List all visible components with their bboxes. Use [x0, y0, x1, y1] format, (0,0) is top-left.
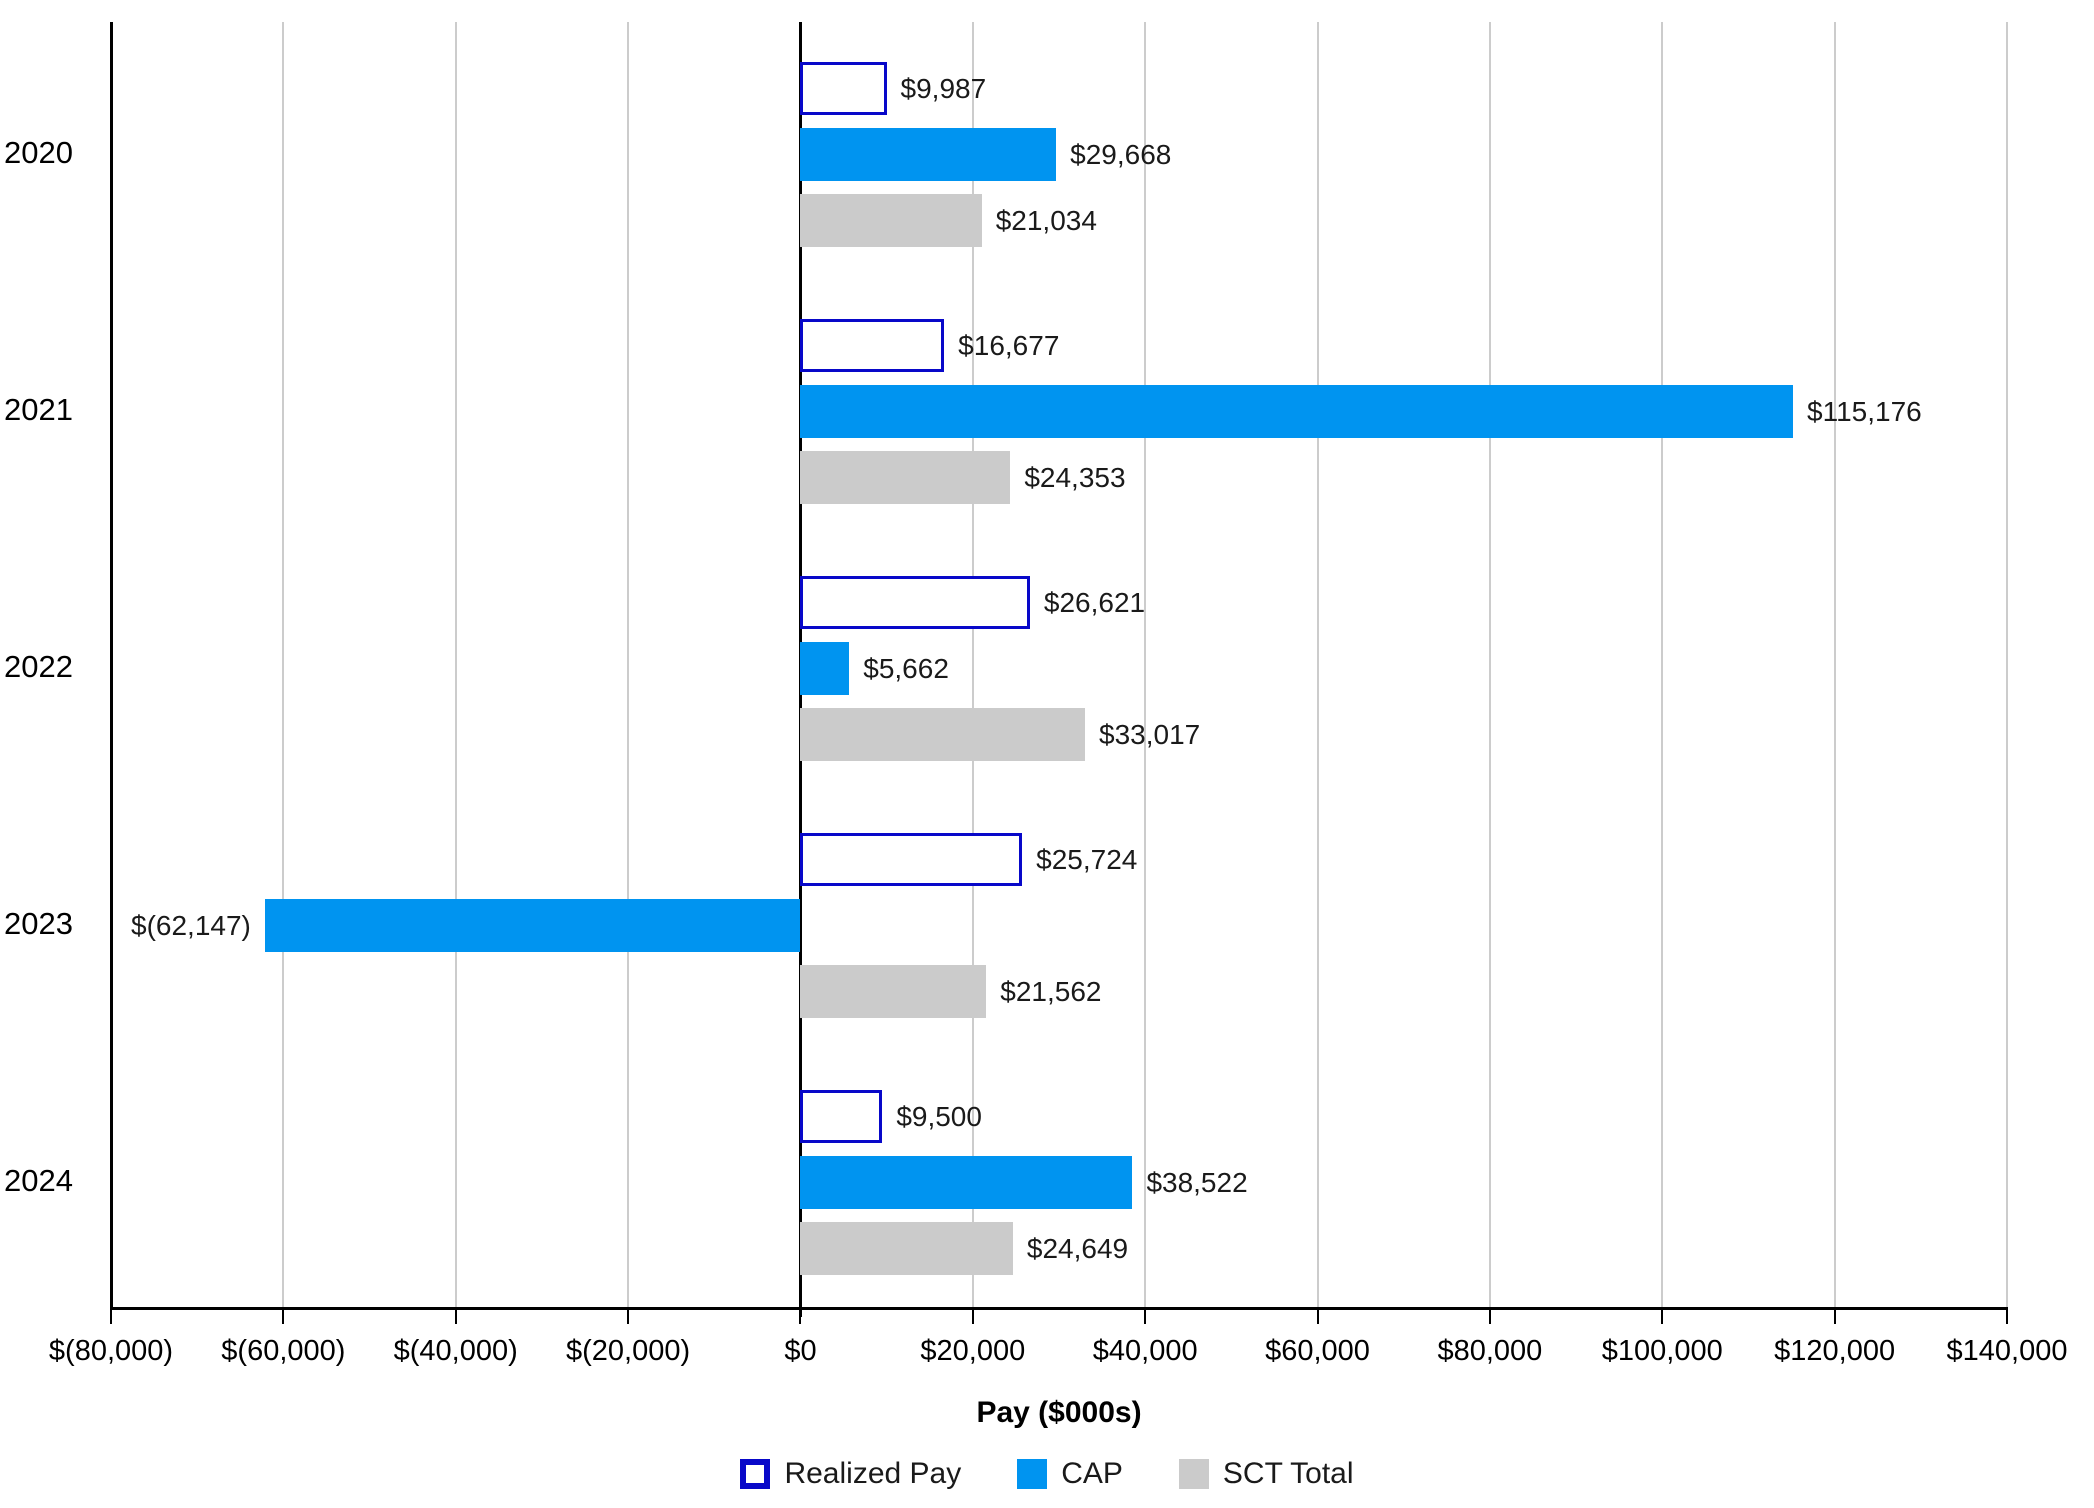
x-axis-tick: [282, 1310, 285, 1324]
x-axis-tick: [799, 1310, 802, 1324]
bar-realized-pay-2022: [800, 576, 1030, 629]
x-axis-line: [110, 1307, 2008, 1310]
y-axis-line: [110, 22, 113, 1307]
bar-value-label: $21,562: [1000, 976, 1102, 1007]
bar-cap-2024: [800, 1156, 1133, 1209]
x-axis-tick: [1144, 1310, 1147, 1324]
legend-label: SCT Total: [1222, 1457, 1354, 1490]
gridline: [1661, 22, 1664, 1307]
bar-value-label: $21,034: [995, 205, 1097, 236]
bar-sct-total-2020: [800, 194, 982, 247]
x-axis-tick: [627, 1310, 630, 1324]
bar-cap-2020: [800, 128, 1057, 181]
gridline: [1316, 22, 1319, 1307]
gridline: [2006, 22, 2008, 1307]
x-axis-tick: [1661, 1310, 1664, 1324]
x-tick-label: $0: [784, 1335, 817, 1367]
bar-sct-total-2024: [800, 1222, 1013, 1275]
bar-cap-2022: [800, 642, 850, 695]
x-tick-label: $120,000: [1774, 1335, 1896, 1367]
bar-sct-total-2022: [800, 708, 1085, 761]
x-tick-label: $(20,000): [566, 1335, 691, 1367]
bar-value-label: $5,662: [863, 653, 949, 684]
y-category-label: 2020: [4, 134, 73, 170]
bar-value-label: $24,649: [1026, 1233, 1129, 1264]
x-axis-tick: [971, 1310, 974, 1324]
bar-realized-pay-2021: [800, 319, 945, 372]
gridline: [282, 22, 285, 1307]
x-tick-label: $(60,000): [221, 1335, 346, 1367]
y-category-label: 2024: [4, 1162, 73, 1198]
bar-value-label: $24,353: [1024, 462, 1126, 493]
x-axis-tick: [1488, 1310, 1491, 1324]
x-tick-label: $40,000: [1092, 1335, 1198, 1367]
bar-value-label: $16,677: [958, 330, 1060, 361]
bar-sct-total-2023: [800, 965, 987, 1018]
x-axis-tick: [110, 1310, 112, 1324]
legend-item-sct-total: SCT Total: [1178, 1457, 1354, 1491]
legend-item-cap: CAP: [1017, 1457, 1123, 1491]
bar-realized-pay-2020: [800, 62, 887, 115]
x-tick-label: $60,000: [1265, 1335, 1370, 1367]
x-tick-label: $(40,000): [393, 1335, 518, 1367]
x-axis-tick: [2006, 1310, 2008, 1324]
y-category-label: 2022: [4, 648, 73, 684]
gridline: [1833, 22, 1836, 1307]
y-category-label: 2021: [4, 391, 73, 427]
bar-value-label: $26,621: [1043, 587, 1146, 618]
legend-label: Realized Pay: [784, 1457, 962, 1490]
bar-value-label: $29,668: [1070, 139, 1172, 170]
bar-value-label: $38,522: [1146, 1167, 1248, 1198]
x-tick-label: $100,000: [1601, 1335, 1723, 1367]
x-axis-tick: [1316, 1310, 1319, 1324]
bar-value-label: $33,017: [1099, 719, 1201, 750]
legend-label: CAP: [1061, 1457, 1123, 1490]
bar-value-label: $9,500: [896, 1101, 982, 1132]
legend: Realized Pay CAP SCT Total: [0, 1457, 2094, 1491]
bar-value-label: $(62,147): [131, 910, 251, 941]
x-axis-tick: [1833, 1310, 1836, 1324]
bar-realized-pay-2024: [800, 1090, 883, 1143]
x-tick-label: $80,000: [1437, 1335, 1543, 1367]
gridline: [1488, 22, 1491, 1307]
bar-realized-pay-2023: [800, 833, 1023, 886]
gridline: [971, 22, 974, 1307]
x-tick-label: $20,000: [920, 1335, 1026, 1367]
bar-value-label: $9,987: [900, 73, 987, 104]
x-axis-title: Pay ($000s): [976, 1396, 1142, 1429]
legend-swatch-sct-total: [1178, 1459, 1209, 1489]
bar-cap-2021: [800, 385, 1794, 438]
gridline: [454, 22, 457, 1307]
x-tick-label: $(80,000): [48, 1335, 174, 1367]
bar-sct-total-2021: [800, 451, 1011, 504]
legend-swatch-realized-pay: [740, 1459, 771, 1489]
x-axis-tick: [454, 1310, 457, 1324]
y-category-label: 2023: [4, 905, 73, 941]
legend-item-realized-pay: Realized Pay: [740, 1457, 961, 1491]
bar-cap-2023: [264, 899, 801, 952]
gridline: [1144, 22, 1147, 1307]
bar-value-label: $25,724: [1036, 844, 1138, 875]
legend-swatch-cap: [1017, 1459, 1048, 1489]
gridline: [627, 22, 630, 1307]
bar-value-label: $115,176: [1807, 396, 1922, 427]
x-tick-label: $140,000: [1946, 1335, 2068, 1367]
